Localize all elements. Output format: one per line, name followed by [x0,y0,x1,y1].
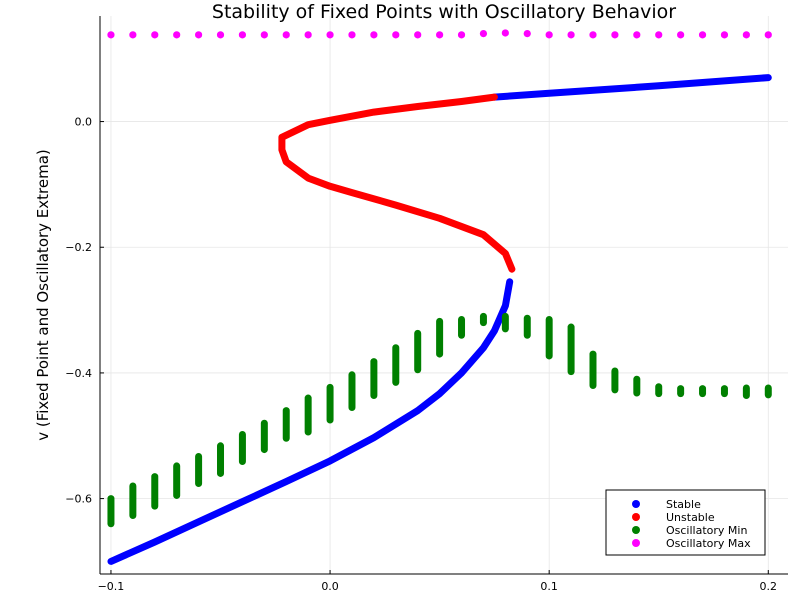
stable-upper-curve [490,74,772,101]
oscillatory-max-point [633,31,641,39]
x-tick-label: −0.1 [98,580,125,593]
x-tick-label: 0.1 [540,580,558,593]
series-stable [107,74,772,565]
oscillatory-max-point [677,31,685,39]
y-tick-label: −0.6 [65,493,92,506]
stable-curve [107,278,514,565]
y-tick-label: 0.0 [75,116,93,129]
oscillatory-max-point [151,31,159,39]
axis-ticks: −0.1 0.0 0.1 0.2 −0.6 −0.4 −0.2 0.0 [65,116,777,593]
series-oscillatory-max [107,29,772,39]
oscillatory-max-point [348,31,356,39]
chart-title: Stability of Fixed Points with Oscillato… [212,1,676,23]
oscillatory-max-point [282,31,290,39]
oscillatory-max-point [370,31,378,39]
legend-label: Stable [666,498,701,511]
oscillatory-max-point [655,31,663,39]
oscillatory-max-point [107,31,115,39]
grid-lines [100,16,788,574]
legend-label: Unstable [666,511,715,524]
legend-marker [632,526,640,534]
legend-marker [632,513,640,521]
oscillatory-max-point [457,31,466,39]
series-oscillatory-min [107,312,772,528]
oscillatory-max-point [304,31,312,39]
oscillatory-max-point [698,31,707,39]
oscillatory-max-point [567,31,575,39]
oscillatory-max-point [326,31,334,39]
oscillatory-max-point [392,31,400,39]
oscillatory-max-point [720,31,729,39]
x-tick-label: 0.0 [321,580,339,593]
oscillatory-max-point [260,31,268,39]
oscillatory-max-point [194,31,203,39]
oscillatory-max-point [129,31,137,39]
oscillatory-max-point [523,29,531,38]
unstable-curve [278,93,516,273]
oscillatory-max-point [611,31,619,39]
legend-marker [632,500,640,508]
oscillatory-max-point [589,31,597,39]
oscillatory-max-point [238,31,247,39]
oscillatory-max-point [501,29,509,37]
legend-label: Oscillatory Max [666,537,751,550]
x-tick-label: 0.2 [760,580,778,593]
series-layer [107,29,772,565]
axes [99,16,788,575]
oscillatory-max-point [545,31,553,39]
y-tick-label: −0.4 [65,367,92,380]
oscillatory-max-point [479,29,488,38]
oscillatory-max-point [742,31,750,39]
y-tick-label: −0.2 [65,241,92,254]
y-axis-label: v (Fixed Point and Oscillatory Extrema) [34,149,52,441]
oscillatory-max-point [173,31,181,39]
oscillatory-max-point [764,31,772,39]
oscillatory-max-point [216,31,225,39]
oscillatory-max-point [436,31,444,39]
legend-marker [632,539,640,547]
legend-label: Oscillatory Min [666,524,747,537]
series-unstable [278,93,516,273]
oscillatory-max-point [414,31,422,39]
